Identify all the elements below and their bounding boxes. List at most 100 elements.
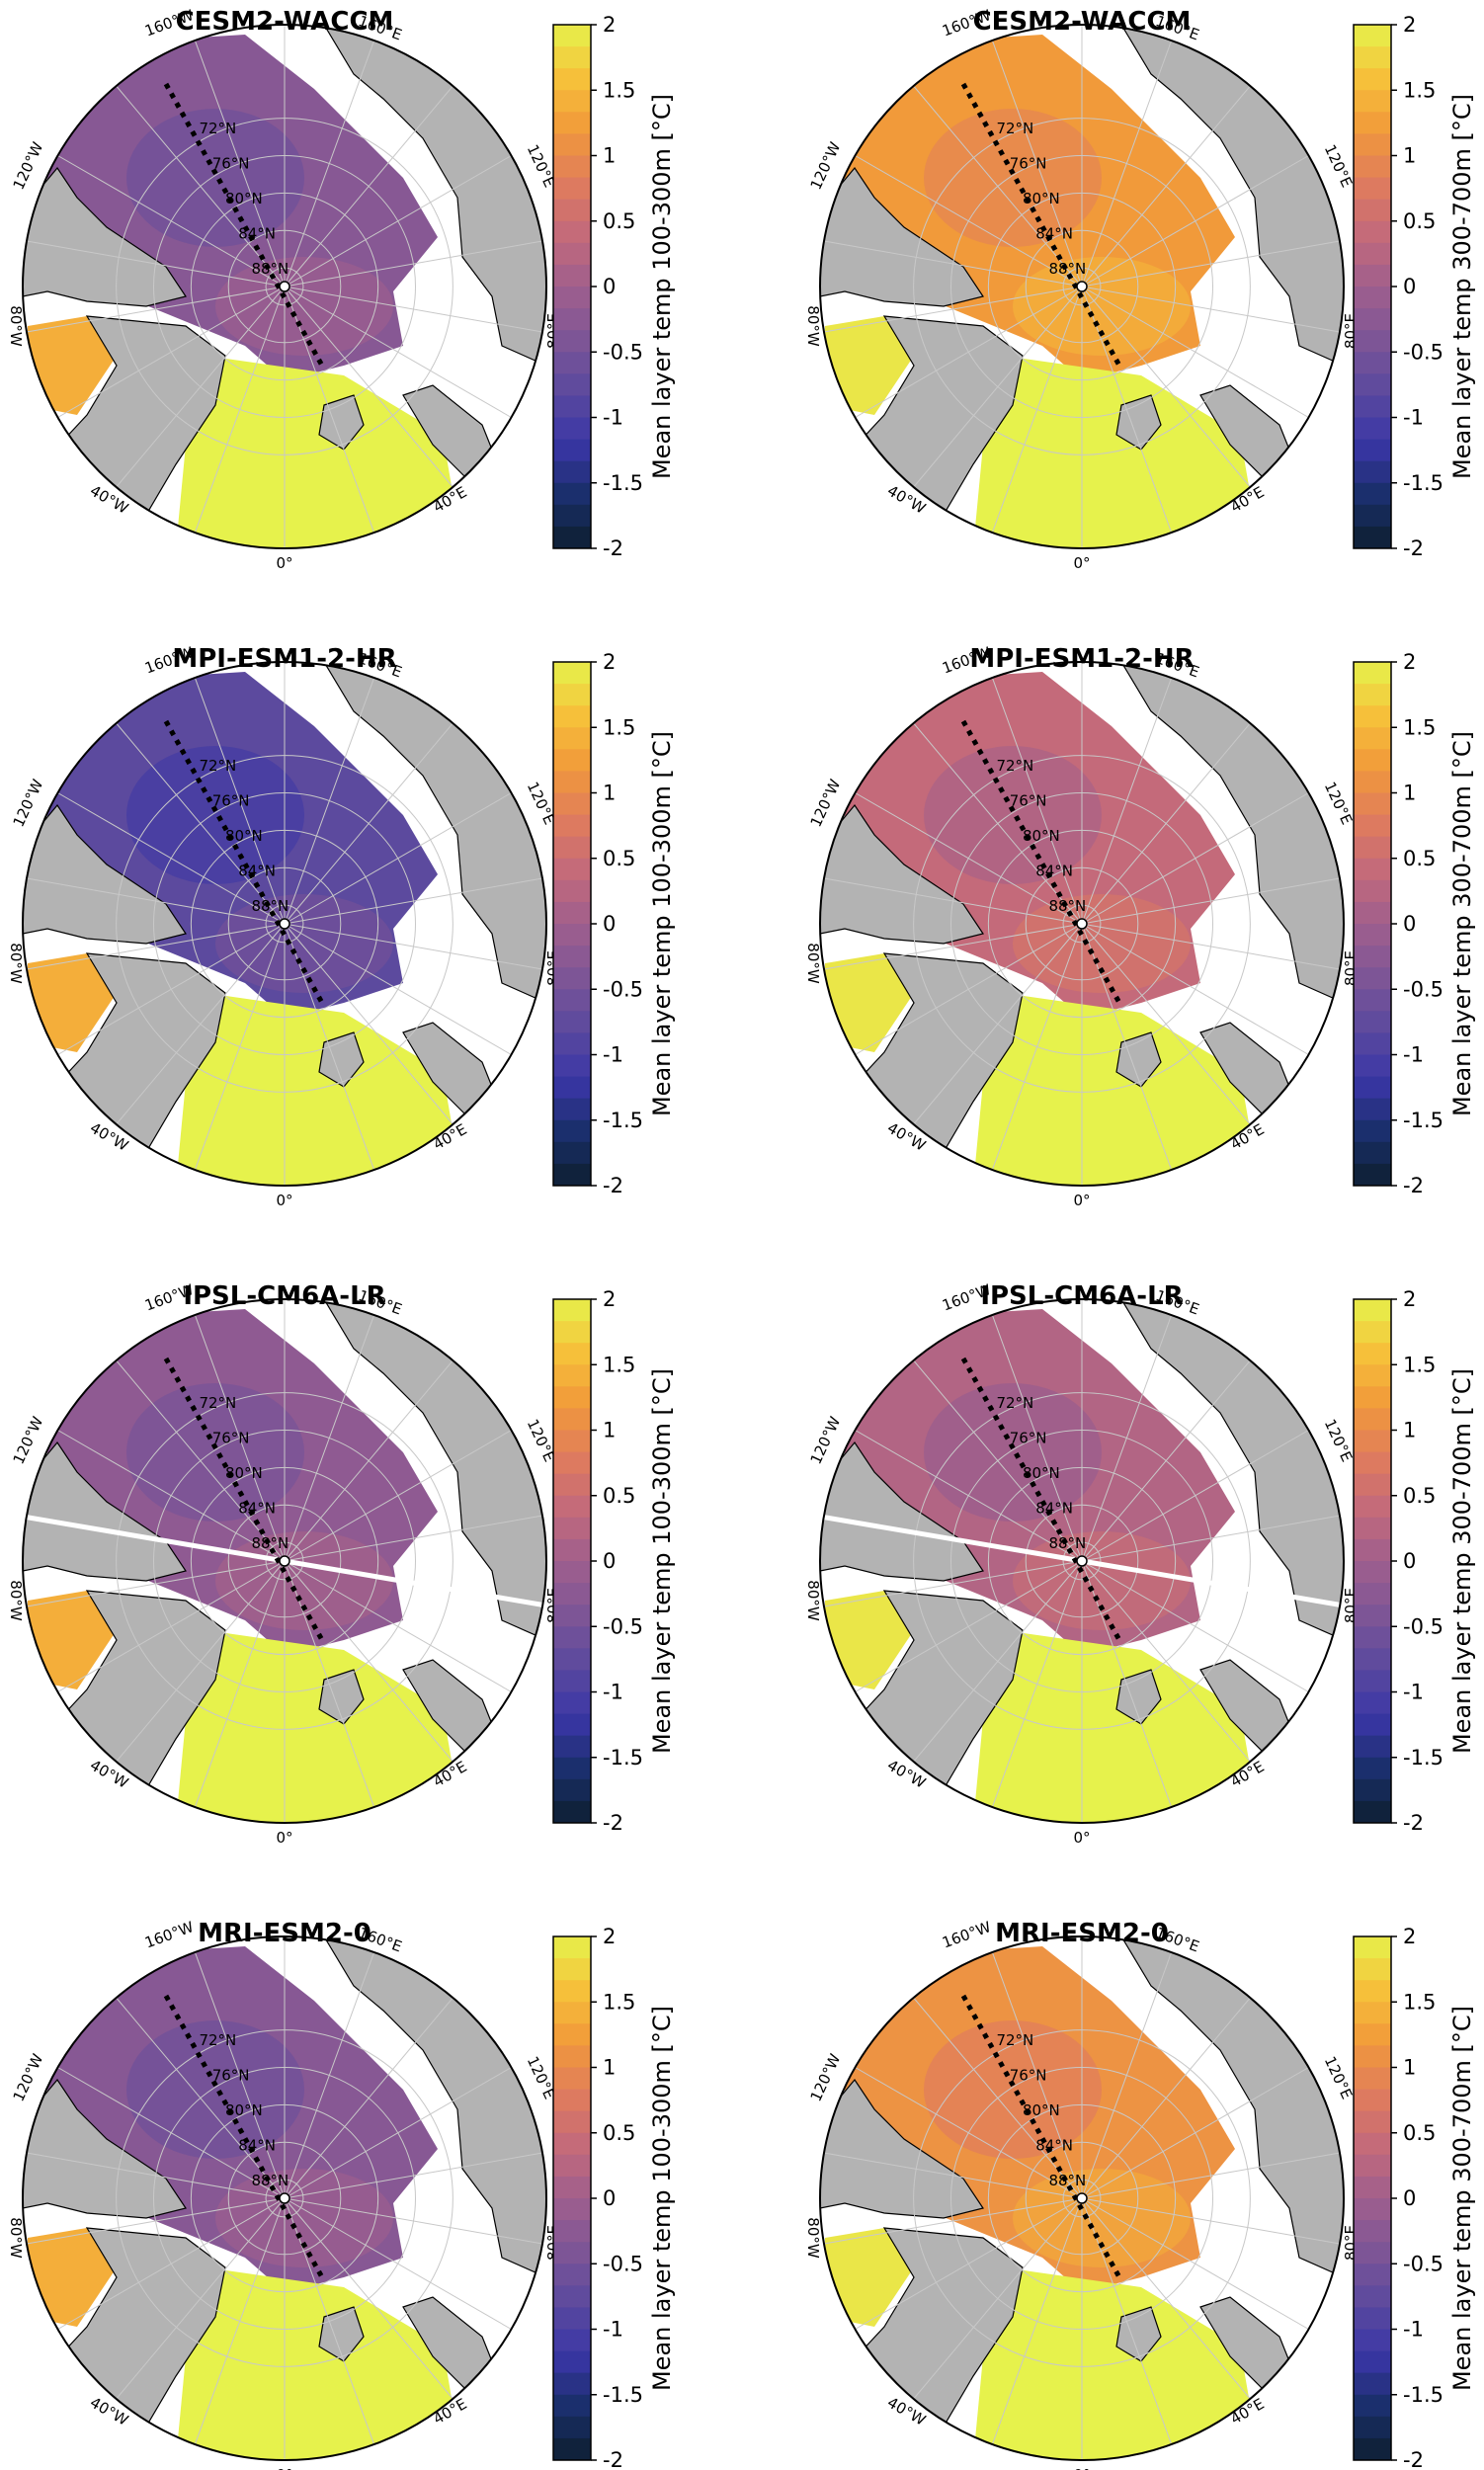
basin-anomaly	[1013, 2169, 1191, 2267]
lon-label: 0°	[1073, 2466, 1090, 2470]
colorbar-segment	[553, 989, 591, 1012]
colorbar-tick-label: 2	[603, 1925, 616, 1948]
lon-gridline	[57, 155, 286, 288]
colorbar-tick-label: 1.5	[1403, 1990, 1436, 2014]
colorbar-segment	[553, 287, 591, 309]
colorbar-segment	[553, 264, 591, 288]
colorbar-segment	[553, 2110, 591, 2134]
lon-gridline	[284, 2067, 512, 2199]
atlantic-inflow-field	[973, 1630, 1260, 1823]
colorbar-segment	[553, 68, 591, 91]
lat-label: 76°N	[1010, 2066, 1047, 2084]
colorbar-segment	[1354, 2264, 1391, 2286]
lat-label: 84°N	[238, 225, 276, 243]
colorbar-segment	[553, 814, 591, 838]
colorbar-segment	[1354, 460, 1391, 484]
basin-anomaly	[924, 2020, 1102, 2159]
colorbar-segment	[1354, 946, 1391, 968]
colorbar-segment	[553, 879, 591, 903]
lon-gridline	[823, 240, 1083, 288]
colorbar-segment	[553, 1451, 591, 1475]
map-frame	[819, 1935, 1345, 2461]
lon-gridline	[116, 1997, 286, 2199]
colorbar-segment	[1354, 1299, 1391, 1322]
colorbar-tick-label: 0	[603, 275, 616, 298]
lon-gridline	[284, 1560, 512, 1692]
lat-label: 72°N	[199, 757, 236, 775]
panel-title: MRI-ESM2-0	[995, 1919, 1169, 1948]
lon-gridline	[913, 923, 1083, 1125]
lon-gridline	[57, 2067, 286, 2199]
lon-label: 120°E	[1321, 141, 1357, 190]
lon-label: 80°W	[7, 2217, 25, 2259]
lon-gridline	[991, 923, 1083, 1171]
colorbar-segment	[1354, 417, 1391, 441]
colorbar-segment	[553, 1800, 591, 1824]
colorbar-segment	[553, 2067, 591, 2091]
colorbar: 2 1.5 1 0.5 0 -0.5 -1 -1.5 -2 Mean layer temp 300…	[1353, 1287, 1476, 1835]
baffin-bay-field	[28, 316, 117, 415]
lat-label: 72°N	[199, 120, 236, 137]
lon-gridline	[194, 2197, 286, 2445]
lon-gridline	[913, 1560, 1083, 1763]
colorbar-segment	[553, 1076, 591, 1100]
colorbar-segment	[1354, 373, 1391, 396]
lat-label: 84°N	[1035, 1500, 1073, 1518]
lon-gridline	[284, 155, 512, 288]
lon-label: 160°W	[940, 1918, 993, 1951]
colorbar-segment	[1354, 177, 1391, 201]
lon-gridline	[194, 1951, 286, 2199]
colorbar-segment	[553, 308, 591, 331]
lon-gridline	[284, 1560, 375, 1808]
colorbar-tick-label: 1.5	[603, 715, 635, 739]
colorbar-tick-label: -1.5	[603, 471, 643, 495]
colorbar-tick-label: 0.5	[1403, 1484, 1436, 1508]
colorbar-segment	[1354, 2372, 1391, 2396]
lat-label: 76°N	[212, 2066, 250, 2084]
lon-gridline	[57, 1560, 286, 1692]
lon-gridline	[1081, 923, 1251, 1125]
colorbar-segment	[1354, 1119, 1391, 1143]
lon-label: 120°W	[10, 139, 47, 193]
baffin-bay-field	[825, 953, 914, 1052]
lat-label: 80°N	[1023, 1464, 1060, 1482]
lon-gridline	[284, 923, 543, 970]
colorbar-segment	[553, 417, 591, 441]
lon-gridline	[1081, 923, 1173, 1171]
canadian-archipelago-land	[23, 2078, 187, 2219]
lon-gridline	[991, 1560, 1083, 1808]
baffin-bay-field	[825, 316, 914, 415]
colorbar-label: Mean layer temp 300-700m [°C]	[1448, 1368, 1476, 1754]
atlantic-inflow-field	[176, 2267, 462, 2460]
colorbar-segment	[1354, 395, 1391, 418]
north-pole-marker	[279, 281, 290, 292]
canadian-archipelago-land	[820, 2078, 984, 2219]
lat-label: 76°N	[1010, 154, 1047, 172]
colorbar-tick-label: -0.5	[603, 340, 643, 364]
colorbar-segment	[553, 1648, 591, 1671]
colorbar-segment	[1354, 2154, 1391, 2178]
colorbar-segment	[1354, 46, 1391, 69]
colorbar-tick-label: -1	[603, 1681, 623, 1704]
lat-label: 76°N	[212, 1429, 250, 1446]
map-frame	[22, 1935, 547, 2461]
lon-gridline	[1081, 1560, 1309, 1692]
colorbar-segment	[1354, 1495, 1391, 1519]
colorbar-segment	[553, 352, 591, 374]
colorbar-tick-label: -2	[603, 2448, 623, 2470]
baffin-bay-field	[28, 1591, 117, 1689]
colorbar-tick-label: -1	[1403, 2318, 1424, 2342]
map-frame	[22, 661, 547, 1187]
colorbar-tick-label: -1	[603, 1043, 623, 1067]
colorbar-segment	[1354, 2220, 1391, 2243]
lon-gridline	[1081, 877, 1341, 925]
baffin-bay-field	[28, 2228, 117, 2327]
atlantic-inflow-field	[176, 356, 462, 548]
lat-label: 88°N	[1048, 2172, 1086, 2189]
lat-label: 80°N	[225, 827, 263, 845]
lon-gridline	[855, 2197, 1083, 2330]
lon-gridline	[284, 923, 512, 1055]
lat-label: 88°N	[251, 1534, 289, 1552]
basin-anomaly	[126, 2020, 304, 2159]
